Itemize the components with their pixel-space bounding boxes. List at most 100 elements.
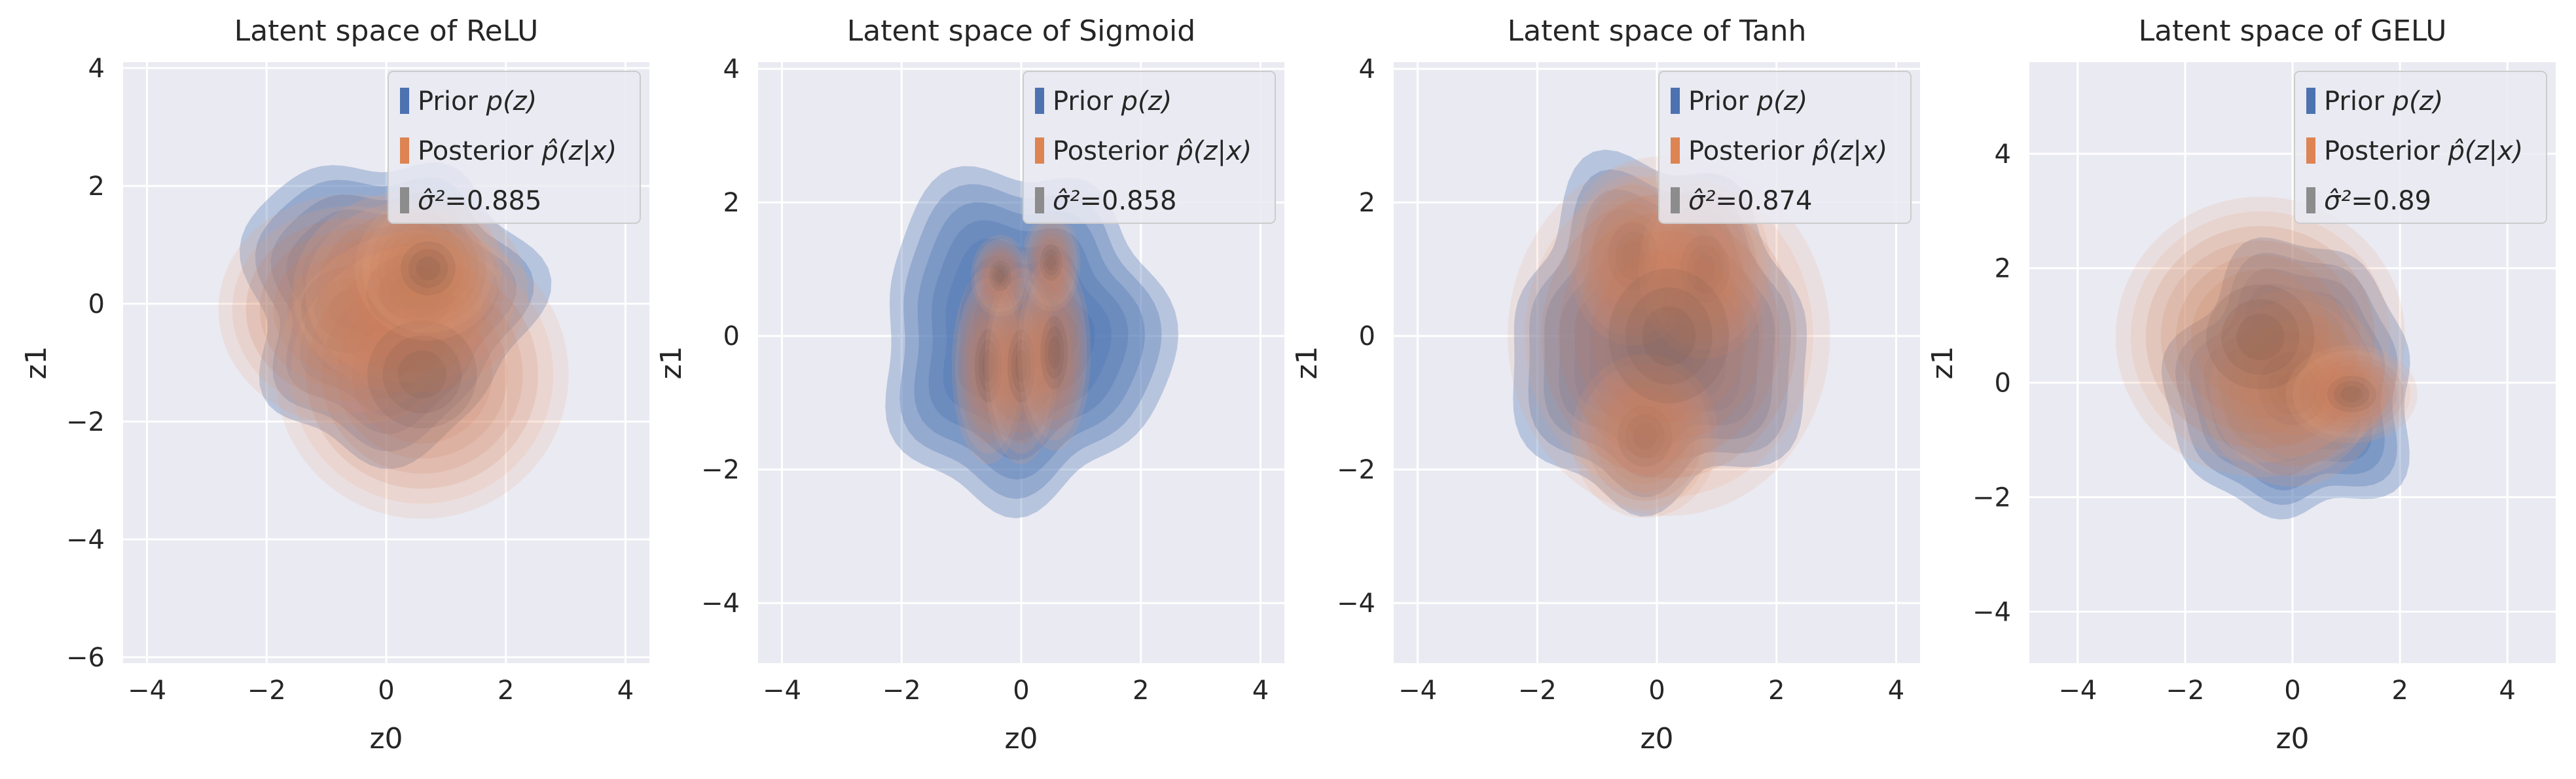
relu-prior-contour [348, 267, 429, 346]
tanh-posterior-contour [1587, 371, 1703, 501]
gelu-legend-swatch-prior [2306, 88, 2315, 114]
tanh-posterior-contour [1686, 245, 1723, 294]
tanh-density-layer [1508, 149, 1830, 518]
gelu-posterior-contour [2299, 355, 2404, 433]
tanh-title: Latent space of Tanh [1508, 14, 1807, 48]
sigmoid-posterior-contour [1021, 213, 1081, 312]
sigmoid-posterior-contour [980, 247, 1021, 304]
sigmoid-ytick-label: −4 [701, 589, 740, 619]
gelu-posterior-contour [2191, 270, 2330, 405]
gelu-posterior-contour [2145, 226, 2375, 448]
tanh-posterior-contour [1639, 179, 1771, 359]
gelu-ytick-label: 2 [1995, 254, 2011, 284]
sigmoid-posterior-contour [1025, 275, 1083, 431]
relu-posterior-contour [273, 242, 427, 377]
tanh-prior-contour [1620, 288, 1696, 382]
tanh-prior-contour [1544, 189, 1775, 479]
relu-posterior-contour [355, 196, 501, 341]
sigmoid-legend: Prior p(z) Posterior p̂(z|x) σ̂²=0.858 [1023, 71, 1276, 224]
tanh-posterior-contour [1608, 268, 1730, 404]
sigmoid-density-layer [885, 166, 1178, 518]
sigmoid-posterior-contour [1046, 254, 1057, 271]
relu-posterior-contour [293, 190, 528, 393]
sigmoid-posterior-contour [1040, 244, 1062, 281]
gelu-panel: Latent space of GELU −4 −2 0 2 4 −4 −2 0 2 4 z0 z1 Pr… [1926, 14, 2556, 755]
tanh-posterior-contour [1694, 254, 1716, 285]
tanh-posterior-contour [1673, 226, 1737, 313]
gelu-prior-contour [2217, 299, 2361, 462]
sigmoid-posterior-contour [985, 268, 1058, 464]
sigmoid-posterior-contour [973, 239, 1027, 313]
sigmoid-posterior-contour [992, 264, 1009, 287]
tanh-prior-contour [1559, 209, 1760, 460]
relu-posterior-contour [245, 218, 455, 401]
gelu-posterior-contour [2160, 240, 2360, 433]
tanh-prior-contour [1589, 248, 1728, 421]
gelu-ytick-label: −2 [1972, 482, 2011, 513]
gelu-posterior-contour [2219, 310, 2366, 466]
relu-panel: Latent space of ReLU −4 −2 0 2 4 −6 −4 −2 0 2 4 z0 z1… [20, 14, 649, 755]
tanh-posterior-contour [1594, 380, 1696, 492]
sigmoid-posterior-contour [1017, 254, 1091, 451]
tanh-ytick-label: 4 [1359, 54, 1375, 84]
tanh-prior-contour [1605, 268, 1712, 402]
tanh-xtick-label: 2 [1768, 676, 1785, 706]
sigmoid-legend-label-posterior: Posterior p̂(z|x) [1053, 136, 1252, 166]
tanh-posterior-contour [1574, 231, 1763, 441]
sigmoid-prior-contour [943, 238, 1112, 441]
sigmoid-prior-contour [986, 292, 1062, 383]
relu-posterior-contour [306, 260, 538, 489]
relu-legend-swatch-sigma [400, 187, 409, 213]
gelu-prior-contour [2189, 268, 2386, 491]
sigmoid-legend-frame [1023, 71, 1276, 224]
sigmoid-posterior-contour [978, 339, 998, 393]
relu-prior-contour [286, 207, 499, 416]
gelu-posterior-contour [2320, 371, 2384, 418]
sigmoid-posterior-contour [1048, 336, 1061, 369]
sigmoid-posterior-contour [1043, 249, 1059, 276]
relu-posterior-contour [352, 305, 492, 444]
gelu-prior-contour [2231, 314, 2348, 447]
sigmoid-panel: Latent space of Sigmoid −4 −2 0 2 4 −4 −2 0 2 4 z0 z… [655, 14, 1284, 755]
relu-ytick-label: −2 [66, 407, 105, 437]
relu-posterior-contour [390, 275, 430, 309]
tanh-prior-contour [1574, 228, 1743, 440]
tanh-posterior-contour [1625, 287, 1713, 385]
gelu-prior-contour [2245, 330, 2336, 433]
relu-posterior-contour [378, 264, 442, 319]
tanh-prior-contour [1513, 149, 1807, 517]
sigmoid-legend-label-prior: Prior p(z) [1053, 86, 1172, 117]
relu-posterior-contour [317, 211, 503, 372]
sigmoid-posterior-contour [1028, 285, 1079, 420]
gelu-title: Latent space of GELU [2139, 14, 2447, 48]
relu-posterior-contour [362, 204, 494, 333]
sigmoid-posterior-contour [1025, 218, 1078, 307]
relu-ylabel: z1 [20, 346, 53, 379]
sigmoid-posterior-contour [977, 244, 1024, 308]
relu-legend-swatch-prior [400, 88, 409, 114]
sigmoid-prior-contour [914, 202, 1145, 480]
relu-posterior-contour [416, 256, 441, 281]
tanh-posterior-contour [1601, 213, 1665, 299]
tanh-legend-label-sigma: σ̂²=0.874 [1688, 186, 1812, 216]
sigmoid-xtick-label: 0 [1013, 676, 1029, 706]
sigmoid-posterior-contour [1007, 329, 1035, 403]
gelu-posterior-contour [2206, 284, 2315, 390]
tanh-posterior-contour [1633, 422, 1658, 450]
sigmoid-posterior-contour [967, 308, 1010, 424]
gelu-prior-contour [2203, 283, 2373, 476]
relu-posterior-contour [393, 234, 463, 303]
sigmoid-legend-swatch-sigma [1035, 187, 1044, 213]
sigmoid-posterior-contour [1028, 223, 1075, 302]
relu-prior-contour [333, 252, 446, 364]
tanh-posterior-contour [1652, 198, 1757, 340]
relu-ytick-label: 2 [88, 172, 105, 202]
gelu-posterior-contour [2236, 314, 2285, 361]
sigmoid-ylabel: z1 [655, 346, 688, 379]
sigmoid-posterior-contour [1036, 306, 1072, 400]
sigmoid-xtick-label: 2 [1133, 676, 1149, 706]
sigmoid-xtick-label: −2 [882, 676, 921, 706]
relu-posterior-contour [218, 194, 482, 426]
tanh-posterior-contour [1666, 217, 1743, 322]
